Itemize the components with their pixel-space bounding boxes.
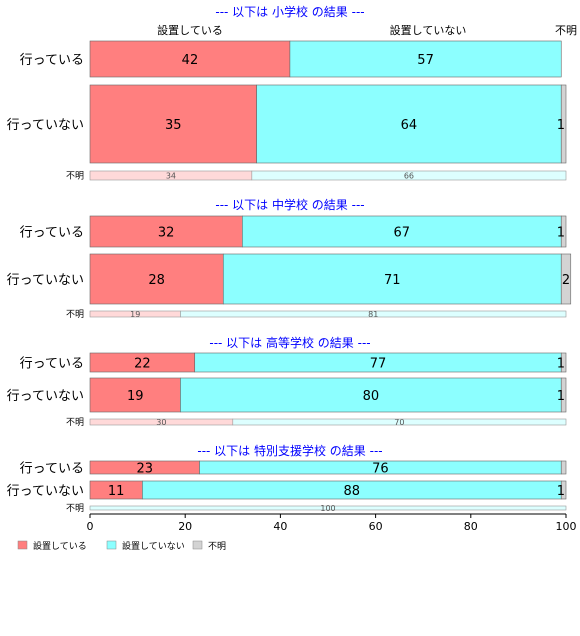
legend-swatch — [106, 540, 117, 550]
data-label: 28 — [148, 273, 165, 288]
data-label: 2 — [562, 273, 570, 288]
row-label: 行っている — [20, 53, 84, 68]
row-label: 行っていない — [7, 389, 84, 404]
data-label: 11 — [108, 484, 125, 499]
data-label: 1 — [557, 226, 565, 241]
data-label: 19 — [127, 389, 144, 404]
bar-segment — [89, 84, 257, 164]
data-label: 23 — [136, 462, 153, 477]
chart-group: --- 以下は 特別支援学校 の結果 --- 行っている 23 76 行っていない 11 8… — [7, 443, 567, 514]
bar-segment — [89, 377, 181, 413]
bar-segment — [256, 84, 562, 164]
data-label: 70 — [394, 418, 404, 427]
row-label: 行っている — [20, 462, 84, 477]
bar-segment — [560, 253, 572, 305]
group-title: --- 以下は 小学校 の結果 --- — [215, 4, 364, 19]
row-label: 不明 — [66, 417, 84, 428]
data-label: 66 — [404, 172, 414, 181]
row-label: 行っている — [20, 357, 84, 372]
bar-segment — [89, 253, 224, 305]
column-headers: 設置している 設置していない 不明 — [157, 23, 577, 37]
row-label: 行っていない — [7, 273, 84, 288]
column-header: 設置していない — [390, 23, 467, 37]
chart-group: --- 以下は 中学校 の結果 --- 行っている 32 67 1 行っていない 28 71 2… — [7, 197, 572, 320]
row-label: 不明 — [66, 309, 84, 320]
x-tick-label: 100 — [556, 520, 577, 533]
data-label: 32 — [158, 226, 175, 241]
bar-segment — [89, 215, 243, 248]
group-title: --- 以下は 特別支援学校 の結果 --- — [197, 443, 382, 458]
legend-swatch — [192, 540, 203, 550]
legend: 設置している 設置していない 不明 — [17, 540, 226, 552]
legend-swatch — [17, 540, 28, 550]
row-label: 不明 — [66, 171, 84, 182]
bar-segment — [251, 170, 567, 181]
legend-label: 設置していない — [122, 540, 185, 552]
data-label: 100 — [320, 504, 335, 513]
x-tick-label: 20 — [178, 520, 192, 533]
data-label: 1 — [557, 357, 565, 372]
row-label: 行っていない — [7, 484, 84, 499]
data-label: 88 — [344, 484, 361, 499]
bar-segment — [89, 40, 291, 78]
data-label: 42 — [182, 53, 199, 68]
data-label: 57 — [417, 53, 434, 68]
bar-segment — [560, 352, 567, 373]
bar-segment — [560, 377, 567, 413]
data-label: 64 — [401, 118, 418, 133]
data-label: 19 — [130, 310, 140, 319]
row-label: 行っていない — [7, 118, 84, 133]
bar-segment — [180, 377, 562, 413]
x-tick-label: 0 — [87, 520, 94, 533]
data-label: 35 — [165, 118, 182, 133]
data-label: 76 — [372, 462, 389, 477]
data-label: 1 — [557, 389, 565, 404]
bar-segment — [560, 460, 567, 475]
bar-segment — [89, 505, 567, 511]
data-label: 67 — [394, 226, 411, 241]
bar-segment — [222, 253, 562, 305]
data-label: 30 — [156, 418, 166, 427]
x-tick-label: 80 — [464, 520, 478, 533]
bar-segment — [232, 418, 567, 426]
data-label: 77 — [370, 357, 387, 372]
x-tick-label: 40 — [273, 520, 287, 533]
bar-segment — [180, 310, 567, 318]
x-tick-label: 60 — [369, 520, 383, 533]
group-title: --- 以下は 中学校 の結果 --- — [215, 197, 364, 212]
chart-groups: --- 以下は 小学校 の結果 --- 行っている 42 57 行っていない 35 64 1 不… — [7, 4, 572, 514]
group-title: --- 以下は 高等学校 の結果 --- — [209, 335, 370, 350]
bar-segment — [560, 480, 567, 500]
chart-group: --- 以下は 小学校 の結果 --- 行っている 42 57 行っていない 35 64 1 不… — [7, 4, 567, 182]
column-header: 不明 — [555, 24, 577, 37]
row-label: 行っている — [20, 226, 84, 241]
bar-segment — [289, 40, 562, 78]
data-label: 1 — [557, 118, 565, 133]
chart-group: --- 以下は 高等学校 の結果 --- 行っている 22 77 1 行っていない 19 80… — [7, 335, 567, 428]
data-label: 34 — [166, 172, 176, 181]
bar-segment — [560, 84, 567, 164]
row-label: 不明 — [66, 503, 84, 514]
bar-segment — [560, 215, 567, 248]
x-axis: 0 20 40 60 80 100 — [87, 513, 577, 533]
data-label: 80 — [363, 389, 380, 404]
bar-segment — [242, 215, 562, 248]
legend-label: 設置している — [33, 540, 87, 552]
data-label: 81 — [368, 310, 378, 319]
column-header: 設置している — [157, 23, 223, 37]
data-label: 22 — [134, 357, 151, 372]
legend-label: 不明 — [208, 541, 226, 552]
data-label: 1 — [557, 484, 565, 499]
data-label: 71 — [384, 273, 401, 288]
